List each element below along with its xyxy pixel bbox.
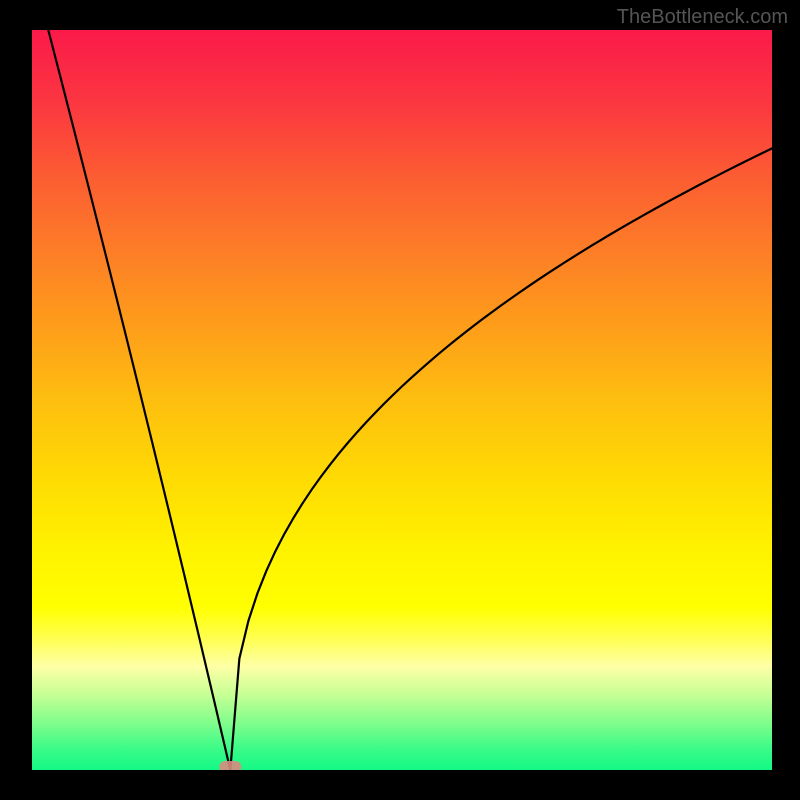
dip-marker (219, 761, 241, 770)
watermark-text: TheBottleneck.com (617, 6, 788, 29)
plot-background (32, 30, 772, 770)
plot-svg (32, 30, 772, 770)
plot-area (32, 30, 772, 770)
